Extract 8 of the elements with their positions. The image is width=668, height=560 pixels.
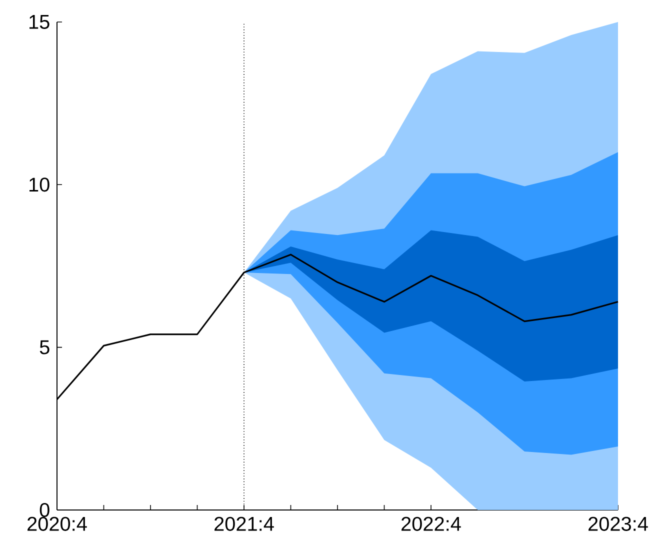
y-tick-label: 15 xyxy=(30,15,50,29)
y-tick-label: 0 xyxy=(40,502,50,518)
x-tick-label: 2023:4 xyxy=(588,516,648,531)
y-tick-label: 10 xyxy=(30,178,50,192)
y-tick-label: 5 xyxy=(40,340,50,354)
x-tick-label: 2022:4 xyxy=(402,516,461,531)
x-tick-label: 2020:4 xyxy=(28,516,87,531)
x-tick-label: 2021:4 xyxy=(214,516,274,531)
